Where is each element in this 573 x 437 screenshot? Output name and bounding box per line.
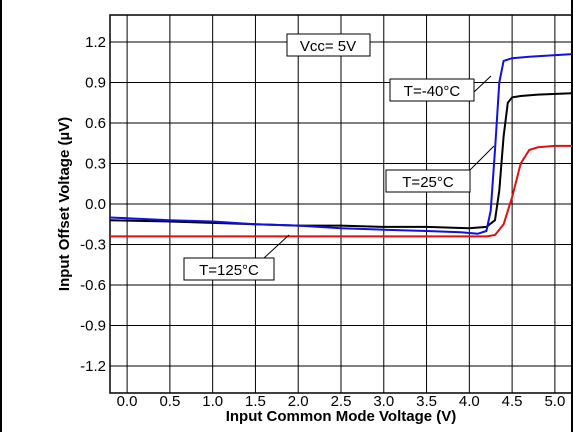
- plot-area-border: [109, 14, 573, 394]
- y-tick-label: 0.6: [85, 115, 106, 132]
- y-tick-label: 0.3: [85, 156, 106, 173]
- x-tick-label: 2.5: [331, 393, 352, 410]
- vcc-box: [286, 33, 371, 57]
- x-tick-label: 4.0: [459, 393, 480, 410]
- t-125-box: [183, 257, 275, 281]
- x-axis-label: Input Common Mode Voltage (V): [226, 408, 457, 425]
- t-m40-annotation: T=-40°C: [389, 75, 492, 102]
- x-tick-label: 0.0: [117, 393, 138, 410]
- t-125-label: T=125°C: [199, 262, 259, 279]
- t-m40-label: T=-40°C: [404, 83, 461, 100]
- y-tick-label: 1.2: [85, 34, 106, 51]
- t-125-annotation: T=125°C: [183, 234, 290, 281]
- y-tick-label: 0.0: [85, 196, 106, 213]
- t-25-label: T=25°C: [402, 174, 454, 191]
- grid-lines: [110, 15, 572, 393]
- y-axis-label: Input Offset Voltage (µV): [56, 117, 73, 291]
- y-tick-label: -1.2: [80, 358, 106, 375]
- t-m40-box: [389, 78, 475, 102]
- x-tick-label: 3.0: [373, 393, 394, 410]
- vcc-annotation: Vcc= 5V: [286, 33, 371, 57]
- x-tick-label: 5.0: [544, 393, 565, 410]
- x-tick-label: 1.5: [245, 393, 266, 410]
- y-tick-label: -0.9: [80, 318, 106, 335]
- t-25-annotation: T=25°C: [385, 145, 495, 193]
- series-group: [109, 53, 573, 238]
- x-tick-label: 4.5: [502, 393, 523, 410]
- x-tick-label: 1.0: [202, 393, 223, 410]
- t-m40-leader: [473, 75, 492, 93]
- t-25-box: [385, 169, 471, 193]
- y-tick-label: -0.6: [80, 277, 106, 294]
- y-tick-label: 0.9: [85, 75, 106, 92]
- series-line-t-125: [110, 144, 572, 238]
- series-line-t-m40: [109, 53, 573, 235]
- y-tick-label: -0.3: [80, 237, 106, 254]
- t-125-leader: [263, 234, 290, 259]
- x-tick-label: 3.5: [416, 393, 437, 410]
- x-tick-label: 2.0: [288, 393, 309, 410]
- x-tick-label: 0.5: [159, 393, 180, 410]
- tick-labels: 0.0 0.5 1.0 1.5 2.0 2.5 3.0 3.5 4.0 4.5 5.0 1.2 0.9 0…: [80, 34, 565, 410]
- t-25-leader: [469, 145, 495, 171]
- vcc-label: Vcc= 5V: [300, 38, 356, 55]
